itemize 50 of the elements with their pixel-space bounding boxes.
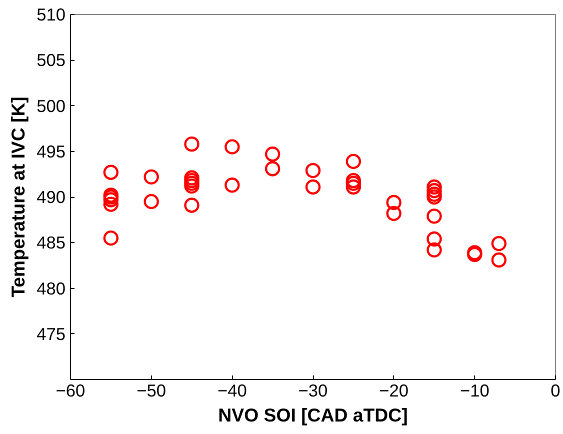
point <box>305 162 321 178</box>
point <box>184 178 200 194</box>
point <box>426 183 442 198</box>
point <box>426 179 442 195</box>
point <box>426 189 442 205</box>
x-tick-label: 0 <box>550 380 560 400</box>
point <box>103 164 119 180</box>
y-tick-label: 490 <box>36 187 66 207</box>
y-tick-label: 500 <box>36 96 66 116</box>
point <box>426 242 442 258</box>
y-tick-label: 505 <box>36 50 66 70</box>
point <box>184 198 200 213</box>
point <box>144 194 159 210</box>
point <box>305 179 321 195</box>
point <box>264 161 280 176</box>
y-tick-label: 485 <box>36 232 66 253</box>
point <box>184 172 200 188</box>
point <box>103 192 119 208</box>
y-tick-label: 510 <box>36 4 66 24</box>
y-axis-title: Temperature at IVC [K] <box>8 96 29 298</box>
point <box>386 206 402 222</box>
point <box>346 172 362 188</box>
point <box>224 178 240 193</box>
x-tick-label: −40 <box>217 380 247 400</box>
y-tick-label: 475 <box>36 324 66 344</box>
point <box>144 169 159 185</box>
point <box>346 176 362 191</box>
x-tick-label: −30 <box>298 380 328 400</box>
x-axis-title: NVO SOI [CAD aTDC] <box>218 404 408 426</box>
point <box>491 236 507 252</box>
point <box>491 252 507 268</box>
x-tick-label: −10 <box>460 380 490 400</box>
x-tick-label: −20 <box>379 380 409 400</box>
point <box>103 230 119 246</box>
point <box>386 194 402 210</box>
point <box>426 186 442 202</box>
point <box>184 176 200 191</box>
point <box>184 170 200 186</box>
point <box>346 154 362 169</box>
point <box>224 139 240 154</box>
point <box>426 208 442 224</box>
point <box>103 196 119 212</box>
point <box>264 146 280 162</box>
point <box>426 231 442 247</box>
x-tick-label: −60 <box>56 380 86 400</box>
y-tick-label: 480 <box>36 278 66 298</box>
point <box>346 179 362 195</box>
point <box>184 136 200 152</box>
x-tick-label: −50 <box>136 380 166 400</box>
y-tick-label: 495 <box>36 141 66 162</box>
